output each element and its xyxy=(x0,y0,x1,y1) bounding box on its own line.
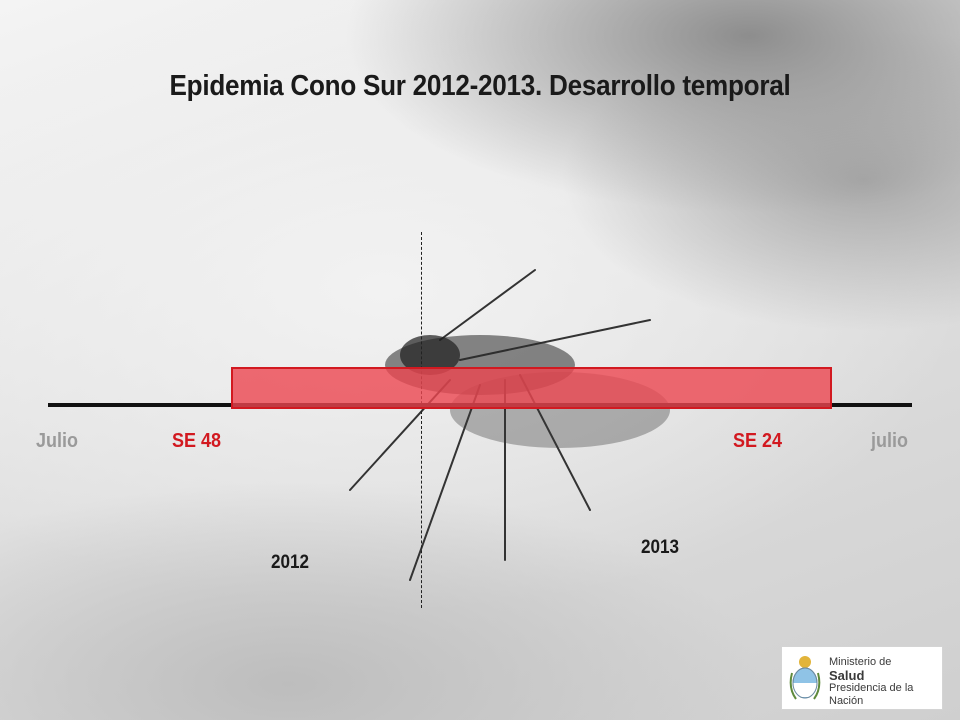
epidemic-end-label: SE 24 xyxy=(733,430,783,452)
logo-line-2: Salud xyxy=(829,668,865,683)
ministry-logo: Ministerio de Salud Presidencia de la Na… xyxy=(781,646,943,710)
year-2013-label: 2013 xyxy=(641,537,680,558)
logo-text: Ministerio de Salud Presidencia de la Na… xyxy=(829,656,942,708)
logo-line-1: Ministerio de xyxy=(829,656,892,668)
coat-of-arms-icon xyxy=(789,656,821,700)
epidemic-period-bar xyxy=(231,367,832,409)
year-divider xyxy=(421,232,422,608)
end-month-label: julio xyxy=(871,430,908,452)
logo-line-3: Presidencia de la Nación xyxy=(829,682,914,707)
start-month-label: Julio xyxy=(36,430,79,452)
mosquito-image xyxy=(349,269,670,581)
epidemic-start-label: SE 48 xyxy=(172,430,222,452)
page-title: Epidemia Cono Sur 2012-2013. Desarrollo … xyxy=(169,70,791,102)
year-2012-label: 2012 xyxy=(271,552,310,573)
